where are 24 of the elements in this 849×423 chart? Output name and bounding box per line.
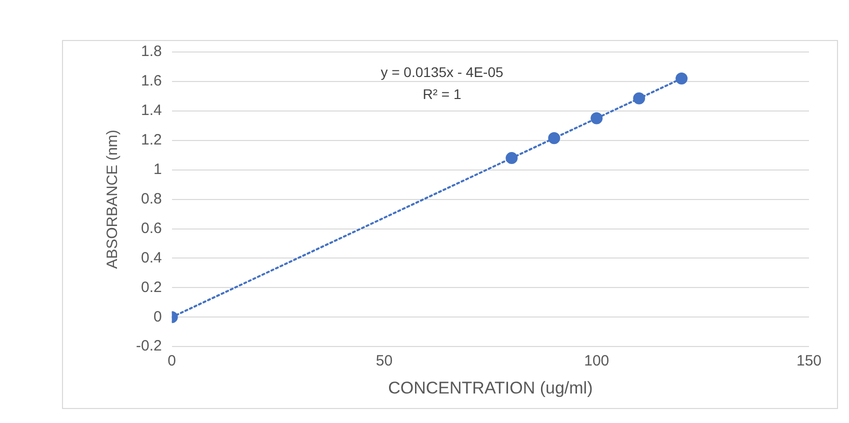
y-tick-label: 1.8 [140, 43, 162, 60]
x-tick-label: 150 [796, 352, 822, 370]
point [590, 112, 603, 124]
point [676, 72, 688, 85]
y-tick-label: 1.2 [140, 132, 162, 149]
y-tick-label: 1.6 [140, 72, 162, 90]
y-tick-label: 1.4 [140, 102, 162, 120]
point [548, 132, 560, 144]
x-tick-label: 50 [376, 352, 393, 370]
x-tick-label: 100 [584, 352, 610, 370]
x-tick-label: 0 [168, 352, 176, 370]
point [633, 92, 646, 104]
y-tick-label: 0.4 [140, 249, 162, 266]
y-axis-title: ABSORBANCE (nm) [104, 130, 122, 269]
annotation: R² = 1 [422, 86, 462, 102]
y-tick-label: 0 [154, 308, 162, 326]
y-tick-label: 1 [154, 160, 162, 178]
point [506, 152, 518, 164]
annotation: y = 0.0135x - 4E-05 [380, 64, 504, 80]
y-tick-label: 0.6 [140, 220, 162, 237]
y-tick-label: -0.2 [136, 338, 162, 355]
y-tick-label: 0.2 [140, 278, 162, 296]
x-axis-title: CONCENTRATION (ug/ml) [388, 378, 593, 398]
y-tick-label: 0.8 [140, 190, 162, 208]
